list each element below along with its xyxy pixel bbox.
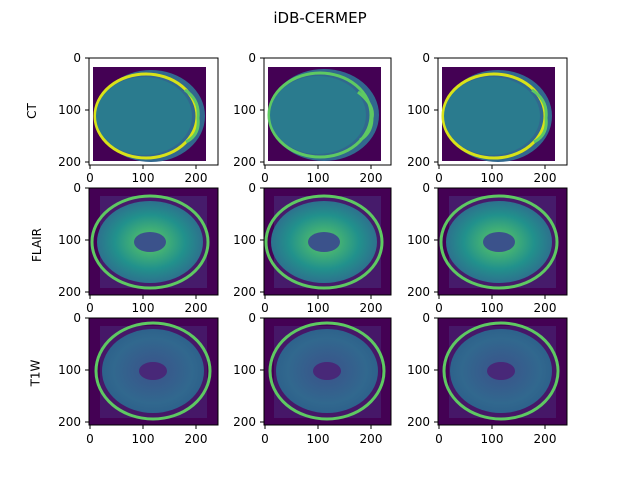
svg-text:0: 0 [435, 432, 443, 446]
svg-text:100: 100 [58, 233, 81, 247]
flair-slice-3 [437, 187, 568, 296]
svg-text:0: 0 [86, 171, 94, 185]
svg-text:200: 200 [534, 301, 557, 315]
svg-text:0: 0 [73, 181, 81, 195]
svg-text:100: 100 [307, 432, 330, 446]
svg-text:0: 0 [422, 311, 430, 325]
svg-text:200: 200 [407, 155, 430, 169]
svg-text:0: 0 [261, 301, 269, 315]
svg-text:100: 100 [481, 301, 504, 315]
svg-text:100: 100 [58, 103, 81, 117]
svg-text:200: 200 [58, 155, 81, 169]
svg-text:100: 100 [307, 301, 330, 315]
svg-text:200: 200 [360, 171, 383, 185]
svg-text:0: 0 [435, 301, 443, 315]
ct-xticks: 0 100 200 0 100 200 0 100 200 [86, 165, 556, 185]
svg-text:100: 100 [407, 233, 430, 247]
t1w-xticks: 0 100 200 0 100 200 0 100 200 [86, 425, 556, 446]
t1w-yticks: 0 100 200 0 100 200 0 100 200 [58, 311, 438, 429]
ct-slice-2 [263, 57, 392, 166]
svg-text:100: 100 [233, 363, 256, 377]
svg-text:200: 200 [233, 285, 256, 299]
ct-slice-3 [437, 57, 568, 166]
svg-text:0: 0 [435, 171, 443, 185]
ct-yticks: 0 100 200 0 100 200 0 100 200 [58, 51, 438, 169]
svg-text:100: 100 [132, 301, 155, 315]
svg-text:0: 0 [261, 432, 269, 446]
svg-text:0: 0 [73, 311, 81, 325]
svg-text:100: 100 [233, 103, 256, 117]
svg-text:200: 200 [534, 171, 557, 185]
svg-text:0: 0 [86, 432, 94, 446]
ct-slice-1 [88, 57, 219, 166]
svg-text:100: 100 [58, 363, 81, 377]
svg-text:200: 200 [360, 301, 383, 315]
svg-text:200: 200 [407, 415, 430, 429]
svg-text:200: 200 [58, 415, 81, 429]
svg-text:100: 100 [132, 432, 155, 446]
svg-text:100: 100 [481, 171, 504, 185]
svg-text:200: 200 [360, 432, 383, 446]
t1w-slice-1 [88, 317, 219, 426]
svg-text:0: 0 [422, 51, 430, 65]
flair-xticks: 0 100 200 0 100 200 0 100 200 [86, 295, 556, 315]
flair-slice-2 [263, 187, 392, 296]
svg-text:200: 200 [534, 432, 557, 446]
svg-text:0: 0 [248, 51, 256, 65]
svg-text:200: 200 [185, 432, 208, 446]
flair-slice-1 [88, 187, 219, 296]
figure-title: iDB-CERMEP [273, 9, 367, 27]
svg-text:200: 200 [185, 301, 208, 315]
t1w-slice-2 [263, 317, 392, 426]
svg-text:200: 200 [233, 155, 256, 169]
svg-text:100: 100 [307, 171, 330, 185]
svg-text:100: 100 [233, 233, 256, 247]
svg-text:100: 100 [481, 432, 504, 446]
svg-text:200: 200 [407, 285, 430, 299]
svg-text:0: 0 [261, 171, 269, 185]
svg-text:0: 0 [248, 311, 256, 325]
svg-text:0: 0 [248, 181, 256, 195]
svg-text:200: 200 [233, 415, 256, 429]
svg-text:200: 200 [185, 171, 208, 185]
flair-yticks: 0 100 200 0 100 200 0 100 200 [58, 181, 438, 299]
svg-text:100: 100 [407, 103, 430, 117]
svg-text:100: 100 [407, 363, 430, 377]
svg-text:0: 0 [86, 301, 94, 315]
t1w-slice-3 [437, 317, 568, 426]
svg-text:0: 0 [422, 181, 430, 195]
svg-text:200: 200 [58, 285, 81, 299]
svg-text:100: 100 [132, 171, 155, 185]
svg-text:0: 0 [73, 51, 81, 65]
